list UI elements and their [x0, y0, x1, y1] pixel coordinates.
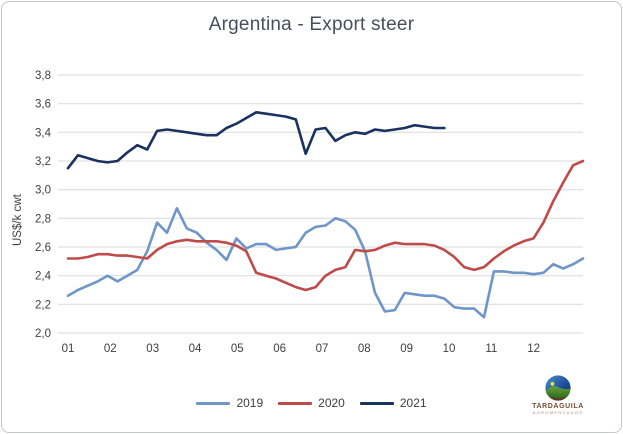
y-tick-label: 2,0 — [35, 328, 51, 340]
y-axis-title: US$/k cwt — [12, 193, 24, 246]
legend-label: 2021 — [399, 396, 427, 410]
legend-swatch-2021 — [359, 401, 394, 405]
legend-label: 2019 — [236, 396, 264, 410]
y-tick-label: 3,0 — [35, 185, 51, 197]
y-tick-label: 3,4 — [35, 127, 52, 139]
x-tick-label: 03 — [146, 343, 159, 355]
series-line-2019 — [66, 207, 585, 319]
legend-item-2020: 2020 — [278, 396, 345, 410]
y-tick-label: 2,6 — [35, 242, 51, 254]
x-tick-label: 11 — [485, 343, 497, 355]
legend-swatch-2020 — [278, 401, 313, 405]
legend-label: 2020 — [318, 396, 345, 410]
tardaguila-logo: TARDAGUILA AGROMERCADOS — [523, 374, 593, 415]
x-tick-label: 10 — [443, 343, 456, 355]
gridlines — [58, 74, 583, 334]
series-line-2020 — [66, 159, 585, 292]
legend-item-2019: 2019 — [196, 396, 263, 410]
y-tick-label: 2,2 — [35, 299, 51, 311]
chart-legend: 2019 2020 2021 — [0, 396, 623, 410]
x-tick-label: 01 — [62, 343, 75, 355]
x-tick-label: 12 — [527, 343, 540, 355]
y-tick-label: 3,8 — [35, 70, 51, 82]
y-tick-label: 2,8 — [35, 213, 51, 225]
series-lines — [66, 111, 585, 319]
tardaguila-globe-icon — [545, 375, 571, 401]
x-tick-label: 04 — [189, 343, 202, 355]
series-line-2021 — [66, 111, 446, 170]
legend-swatch-2019 — [196, 401, 231, 405]
x-tick-label: 06 — [273, 343, 286, 355]
y-tick-label: 2,4 — [35, 271, 52, 283]
x-tick-label: 02 — [104, 343, 117, 355]
y-tick-label: 3,2 — [35, 156, 51, 168]
y-axis-tick-labels: 2,0 2,2 2,4 2,6 2,8 3,0 3,2 3,4 3,6 3,8 — [35, 70, 52, 340]
x-tick-label: 08 — [358, 343, 371, 355]
legend-item-2021: 2021 — [359, 396, 427, 410]
logo-subtext: AGROMERCADOS — [532, 410, 584, 415]
x-tick-label: 07 — [316, 343, 329, 355]
logo-name: TARDAGUILA — [532, 403, 584, 410]
x-tick-label: 09 — [400, 343, 413, 355]
x-axis-tick-labels: 01 02 03 04 05 06 07 08 09 10 11 12 — [62, 343, 540, 355]
x-tick-label: 05 — [231, 343, 244, 355]
y-tick-label: 3,6 — [35, 99, 51, 111]
chart-title: Argentina - Export steer — [208, 14, 415, 35]
